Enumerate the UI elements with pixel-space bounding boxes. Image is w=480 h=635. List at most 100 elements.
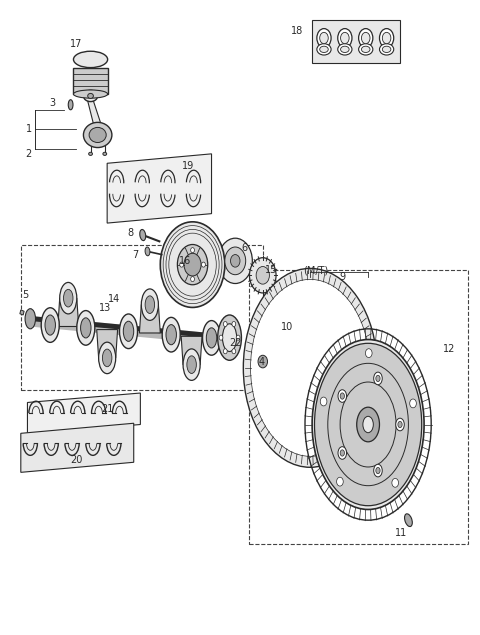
Circle shape <box>225 247 246 275</box>
Text: (M/T): (M/T) <box>303 265 328 276</box>
Ellipse shape <box>314 344 422 505</box>
Text: 7: 7 <box>132 250 139 260</box>
Ellipse shape <box>222 324 237 352</box>
Circle shape <box>191 277 194 281</box>
Ellipse shape <box>89 152 93 156</box>
Ellipse shape <box>380 29 394 48</box>
Circle shape <box>232 349 236 354</box>
Ellipse shape <box>398 422 402 427</box>
Text: 2: 2 <box>26 149 32 159</box>
Ellipse shape <box>120 314 138 349</box>
Ellipse shape <box>338 446 347 459</box>
Ellipse shape <box>141 289 158 321</box>
Ellipse shape <box>77 311 95 345</box>
Text: 8: 8 <box>128 227 134 237</box>
Circle shape <box>223 349 227 354</box>
Circle shape <box>410 399 416 408</box>
Ellipse shape <box>123 321 134 342</box>
Ellipse shape <box>380 44 394 55</box>
Ellipse shape <box>166 324 177 345</box>
Bar <box>250 271 468 544</box>
Ellipse shape <box>374 372 382 385</box>
Text: 11: 11 <box>395 528 408 538</box>
Ellipse shape <box>357 407 380 442</box>
Circle shape <box>250 258 276 293</box>
Ellipse shape <box>251 280 370 456</box>
Text: 4: 4 <box>258 357 264 366</box>
Polygon shape <box>96 330 118 358</box>
Ellipse shape <box>363 417 373 432</box>
Polygon shape <box>181 337 202 364</box>
Circle shape <box>365 349 372 358</box>
Text: 16: 16 <box>180 256 192 266</box>
Circle shape <box>236 335 240 340</box>
Text: 5: 5 <box>23 290 29 300</box>
Ellipse shape <box>338 44 352 55</box>
Ellipse shape <box>73 51 108 67</box>
Ellipse shape <box>340 393 345 399</box>
Text: 20: 20 <box>70 455 83 465</box>
Polygon shape <box>20 310 24 315</box>
Text: 14: 14 <box>108 293 120 304</box>
Ellipse shape <box>140 229 146 241</box>
Ellipse shape <box>68 100 73 110</box>
Circle shape <box>392 478 398 487</box>
Ellipse shape <box>361 46 370 53</box>
Ellipse shape <box>243 269 377 467</box>
Text: 10: 10 <box>281 322 294 332</box>
Bar <box>21 245 263 390</box>
Circle shape <box>258 355 267 368</box>
Polygon shape <box>27 393 140 434</box>
Circle shape <box>254 351 271 373</box>
Circle shape <box>219 335 223 340</box>
Text: 1: 1 <box>26 124 32 133</box>
Ellipse shape <box>405 514 412 526</box>
Text: 6: 6 <box>242 243 248 253</box>
Ellipse shape <box>63 290 73 307</box>
Bar <box>312 20 400 64</box>
Ellipse shape <box>338 29 352 48</box>
Ellipse shape <box>84 123 112 147</box>
Ellipse shape <box>45 315 56 335</box>
Ellipse shape <box>88 93 94 98</box>
Circle shape <box>336 478 343 486</box>
Polygon shape <box>58 298 79 326</box>
Ellipse shape <box>183 349 200 380</box>
Ellipse shape <box>317 29 331 48</box>
Circle shape <box>160 222 225 307</box>
Ellipse shape <box>359 44 373 55</box>
Ellipse shape <box>187 356 196 373</box>
Text: 19: 19 <box>182 161 194 171</box>
Ellipse shape <box>341 46 349 53</box>
Ellipse shape <box>73 90 108 98</box>
Ellipse shape <box>41 308 59 342</box>
Ellipse shape <box>383 46 391 53</box>
Circle shape <box>184 253 201 276</box>
Circle shape <box>320 397 327 406</box>
Ellipse shape <box>162 318 180 352</box>
Text: 3: 3 <box>49 98 56 109</box>
Ellipse shape <box>102 349 112 367</box>
Ellipse shape <box>376 467 380 474</box>
Circle shape <box>191 248 194 253</box>
Ellipse shape <box>103 152 107 156</box>
Ellipse shape <box>89 128 106 142</box>
Circle shape <box>218 238 252 283</box>
Ellipse shape <box>203 321 220 355</box>
Polygon shape <box>73 67 108 94</box>
Text: 13: 13 <box>99 303 111 313</box>
Text: 18: 18 <box>291 26 303 36</box>
Ellipse shape <box>317 44 331 55</box>
Ellipse shape <box>359 29 373 48</box>
Ellipse shape <box>312 340 424 509</box>
Circle shape <box>230 255 240 267</box>
Ellipse shape <box>145 296 155 314</box>
Ellipse shape <box>218 315 241 360</box>
Ellipse shape <box>361 32 370 44</box>
Text: 9: 9 <box>339 272 345 281</box>
Circle shape <box>180 262 183 267</box>
Circle shape <box>256 267 269 284</box>
Ellipse shape <box>84 90 97 102</box>
Ellipse shape <box>341 32 349 44</box>
Ellipse shape <box>320 32 328 44</box>
